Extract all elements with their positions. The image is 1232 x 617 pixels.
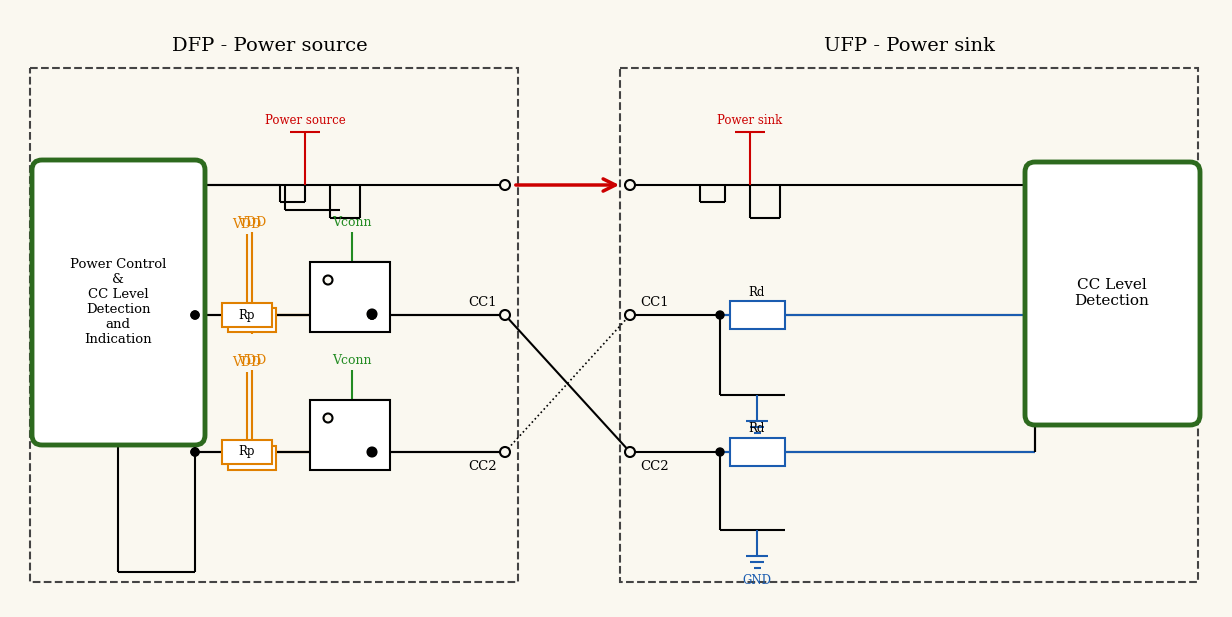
Text: GND: GND	[743, 439, 771, 452]
Circle shape	[368, 448, 376, 456]
Text: Vconn: Vconn	[333, 215, 372, 228]
Text: CC Level
Detection: CC Level Detection	[1074, 278, 1149, 308]
Text: VDD: VDD	[238, 215, 266, 228]
Circle shape	[500, 180, 510, 190]
Text: DFP - Power source: DFP - Power source	[172, 37, 368, 55]
Text: UFP - Power sink: UFP - Power sink	[824, 37, 995, 55]
Bar	[228, 446, 276, 470]
Text: Rd: Rd	[749, 286, 765, 299]
Text: Rp: Rp	[239, 308, 255, 321]
Circle shape	[625, 447, 634, 457]
Text: GND: GND	[743, 573, 771, 587]
FancyBboxPatch shape	[32, 160, 205, 445]
Text: Power Control
&
CC Level
Detection
and
Indication: Power Control & CC Level Detection and I…	[70, 258, 166, 346]
Text: CC2: CC2	[639, 460, 669, 473]
Circle shape	[716, 311, 724, 319]
Circle shape	[368, 311, 376, 319]
Text: CC2: CC2	[468, 460, 496, 473]
Circle shape	[191, 311, 200, 319]
Text: Power source: Power source	[265, 114, 345, 126]
Bar	[228, 308, 276, 332]
Text: VDD: VDD	[233, 218, 261, 231]
Text: Vconn: Vconn	[333, 354, 372, 366]
Text: Rp: Rp	[244, 313, 260, 326]
Circle shape	[625, 180, 634, 190]
Bar	[310, 400, 391, 470]
Text: Rp: Rp	[239, 445, 255, 458]
Circle shape	[324, 413, 333, 423]
Circle shape	[191, 311, 200, 319]
Text: CC1: CC1	[468, 297, 496, 310]
Text: VDD: VDD	[233, 355, 261, 368]
Bar	[222, 303, 272, 327]
Bar	[731, 301, 785, 329]
Circle shape	[368, 448, 376, 456]
Circle shape	[500, 447, 510, 457]
Circle shape	[191, 448, 200, 456]
Bar	[731, 438, 785, 466]
Text: Rp: Rp	[244, 452, 260, 465]
Text: CC1: CC1	[639, 297, 669, 310]
FancyBboxPatch shape	[1025, 162, 1200, 425]
Circle shape	[368, 311, 376, 319]
Text: Power sink: Power sink	[717, 114, 782, 126]
Circle shape	[500, 310, 510, 320]
Bar	[222, 440, 272, 464]
Circle shape	[191, 448, 200, 456]
Circle shape	[324, 276, 333, 284]
Circle shape	[368, 311, 376, 319]
Text: VDD: VDD	[238, 354, 266, 366]
Bar	[310, 262, 391, 332]
Circle shape	[716, 448, 724, 456]
Circle shape	[368, 448, 376, 456]
Circle shape	[625, 310, 634, 320]
Circle shape	[367, 447, 377, 457]
Circle shape	[367, 310, 377, 318]
Text: Rd: Rd	[749, 423, 765, 436]
